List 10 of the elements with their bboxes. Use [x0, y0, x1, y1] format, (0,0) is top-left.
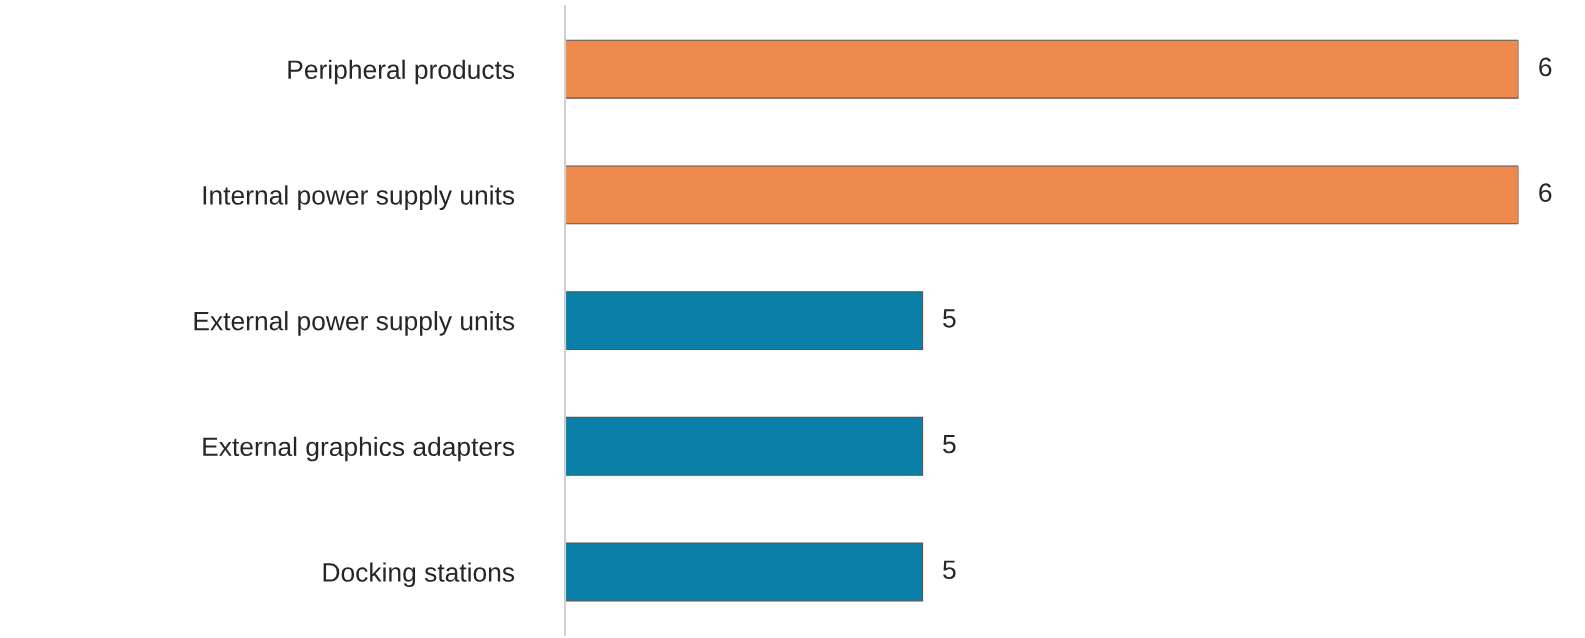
y-tick-label: Peripheral products [288, 59, 515, 85]
y-tick-label: Internal power supply units [203, 185, 515, 210]
data-label: 6 [1539, 183, 1552, 202]
y-tick-label: External power supply units [194, 311, 515, 336]
data-label: 5 [943, 560, 956, 580]
y-tick-label: External graphics adapters [203, 436, 515, 462]
data-label: 5 [943, 309, 956, 328]
data-label: 5 [943, 434, 956, 454]
y-tick-label: Docking stations [323, 562, 515, 587]
data-label: 6 [1539, 57, 1552, 77]
